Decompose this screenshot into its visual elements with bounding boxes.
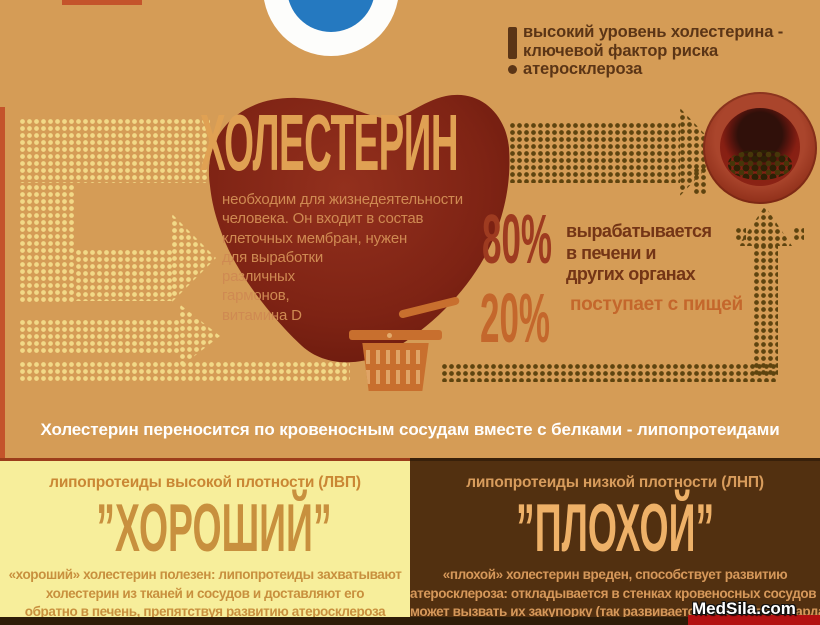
basket-slots-row2 bbox=[366, 370, 424, 384]
bottom-bar-red bbox=[688, 615, 820, 625]
panel-ldl-bad: липопротеиды низкой плотности (ЛНП) ”ПЛО… bbox=[410, 458, 820, 619]
dotted-up-arrow-body bbox=[752, 242, 778, 376]
exclamation-dot-icon bbox=[508, 65, 517, 74]
dotted-line-to-basket bbox=[18, 360, 350, 381]
dotted-arrow1-body bbox=[74, 248, 172, 301]
blood-vessel-illustration bbox=[703, 92, 817, 204]
dotted-arrow2-body bbox=[18, 318, 180, 355]
dotted-band-top bbox=[18, 117, 210, 183]
basket-slots-row1 bbox=[366, 350, 424, 364]
basket-icon bbox=[362, 343, 429, 391]
panel-hdl-title: ”ХОРОШИЙ” bbox=[96, 490, 332, 566]
top-edge-strip bbox=[62, 0, 142, 5]
panel-hdl-body: «хороший» холестерин полезен: липопротеи… bbox=[8, 567, 402, 619]
bottom-bar-dark bbox=[0, 617, 690, 625]
liver-description: необходим для жизнедеятельности человека… bbox=[222, 191, 463, 324]
dotted-scatter bbox=[692, 166, 707, 196]
warning-text: высокий уровень холестерина - ключевой ф… bbox=[523, 23, 784, 78]
basket-knob-icon bbox=[387, 333, 392, 338]
stat-80-value: 80% bbox=[482, 200, 553, 278]
watermark: MedSila.com bbox=[692, 599, 796, 618]
panel-hdl-good: липопротеиды высокой плотности (ЛВП) ”ХО… bbox=[0, 458, 410, 619]
panel-ldl-title: ”ПЛОХОЙ” bbox=[515, 490, 715, 566]
cholesterol-plaque bbox=[728, 150, 792, 180]
stat-20-value: 20% bbox=[480, 279, 551, 357]
main-title: ХОЛЕСТЕРИН bbox=[200, 98, 459, 187]
top-badge-circle bbox=[263, 0, 399, 56]
transport-note: Холестерин переносится по кровеносным со… bbox=[40, 420, 780, 439]
liver-illustration bbox=[208, 94, 510, 363]
panel-hdl-header: липопротеиды высокой плотности (ЛВП) bbox=[49, 474, 361, 491]
dotted-arrow-to-vessel-body bbox=[508, 121, 680, 183]
panel-ldl-header: липопротеиды низкой плотности (ЛНП) bbox=[466, 474, 764, 491]
dotted-up-arrow-arm-right bbox=[792, 226, 804, 241]
exclamation-icon bbox=[508, 27, 517, 59]
left-edge-strip bbox=[0, 107, 5, 468]
top-badge-inner-circle bbox=[287, 0, 375, 32]
vessel-lumen bbox=[720, 108, 800, 186]
dotted-block-left bbox=[18, 183, 75, 302]
dotted-up-arrow-head-icon bbox=[738, 206, 792, 246]
dotted-line-from-basket bbox=[440, 362, 778, 382]
stat-80-label: вырабатывается в печени и других органах bbox=[566, 221, 712, 284]
dotted-up-arrow-arm-left bbox=[734, 226, 746, 241]
basket-rim-icon bbox=[349, 330, 442, 340]
stat-20-label: поступает с пищей bbox=[570, 294, 743, 315]
